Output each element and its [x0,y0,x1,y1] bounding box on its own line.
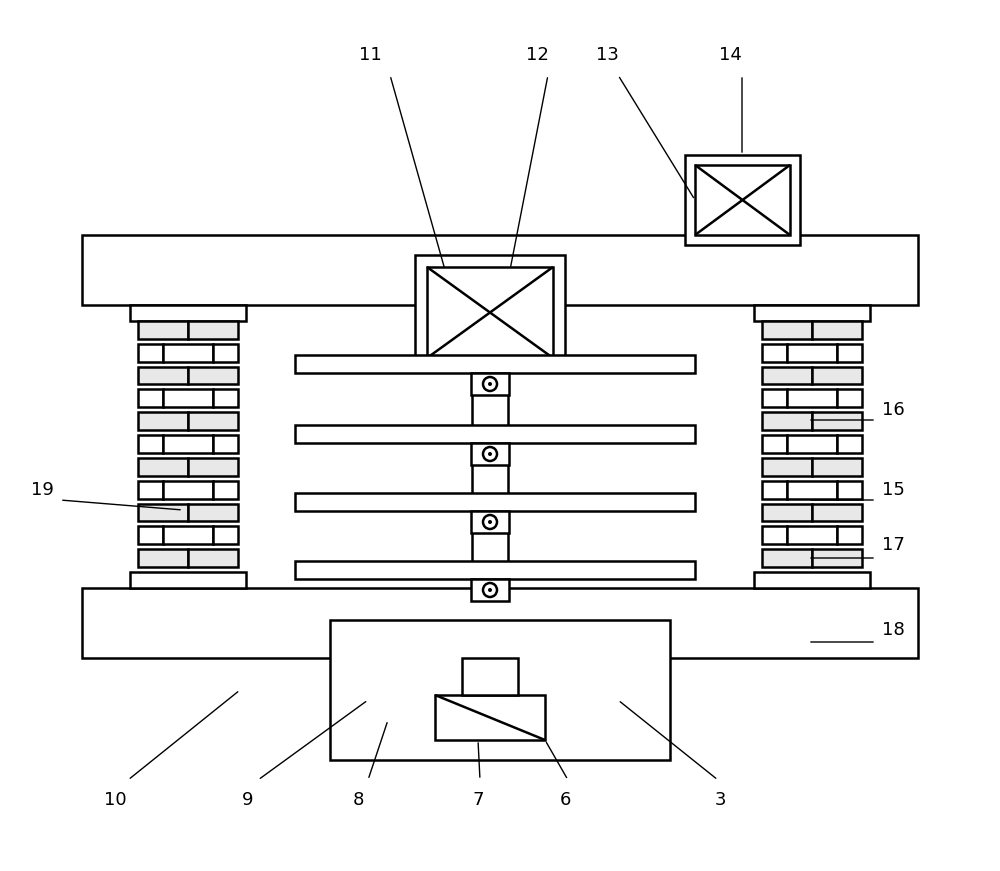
Bar [138,481,163,498]
Bar [787,344,837,361]
Circle shape [483,377,497,391]
Bar [427,267,553,358]
Text: 8: 8 [352,791,364,809]
Bar [762,367,812,384]
Text: 16: 16 [882,401,904,419]
Bar [471,579,509,601]
Bar [188,367,238,384]
Bar [787,526,837,544]
Bar [837,481,862,498]
Bar [138,344,163,361]
Bar [837,436,862,453]
Bar [163,481,213,498]
Bar [138,526,163,544]
Text: 17: 17 [882,536,904,554]
Circle shape [483,447,497,461]
Bar [754,305,870,321]
Text: 3: 3 [714,791,726,809]
Text: 10: 10 [104,791,126,809]
Bar [837,389,862,408]
Bar [415,255,565,370]
Bar [762,321,812,339]
Text: 7: 7 [472,791,484,809]
Bar [812,550,862,567]
Bar [138,389,163,408]
Text: 18: 18 [882,621,904,639]
Bar [130,572,246,588]
Bar [163,436,213,453]
Text: 14: 14 [719,46,741,64]
Bar [787,389,837,408]
Text: 11: 11 [359,46,381,64]
Bar [163,526,213,544]
Text: 19: 19 [31,481,53,499]
Bar [762,550,812,567]
Bar [471,443,509,465]
Bar [762,503,812,522]
Bar [188,550,238,567]
Circle shape [488,588,492,592]
Bar [138,458,188,476]
Bar [82,235,918,305]
Bar [295,355,695,373]
Bar [213,526,238,544]
Bar [812,367,862,384]
Bar [462,658,518,695]
Bar [163,344,213,361]
Bar [188,458,238,476]
Bar [812,503,862,522]
Bar [762,481,787,498]
Bar [762,436,787,453]
Bar [138,550,188,567]
Circle shape [488,520,492,524]
Bar [754,572,870,588]
Text: 6: 6 [559,791,571,809]
Text: 12: 12 [526,46,548,64]
Circle shape [488,382,492,386]
Bar [695,165,790,235]
Bar [762,458,812,476]
Bar [213,389,238,408]
Bar [138,412,188,430]
Bar [330,620,670,760]
Bar [837,344,862,361]
Bar [685,155,800,245]
Text: 9: 9 [242,791,254,809]
Bar [762,389,787,408]
Bar [213,344,238,361]
Bar [82,588,918,658]
Text: 15: 15 [882,481,904,499]
Bar [787,436,837,453]
Bar [295,425,695,443]
Bar [435,695,545,740]
Bar [188,412,238,430]
Bar [762,344,787,361]
Bar [188,321,238,339]
Bar [787,481,837,498]
Bar [471,511,509,533]
Bar [762,526,787,544]
Bar [188,503,238,522]
Text: 13: 13 [596,46,618,64]
Bar [812,412,862,430]
Bar [138,367,188,384]
Bar [471,373,509,395]
Circle shape [483,583,497,597]
Bar [812,321,862,339]
Bar [812,458,862,476]
Bar [163,389,213,408]
Circle shape [488,452,492,456]
Bar [213,436,238,453]
Bar [213,481,238,498]
Bar [762,412,812,430]
Bar [138,321,188,339]
Bar [130,305,246,321]
Bar [295,561,695,579]
Bar [837,526,862,544]
Bar [138,503,188,522]
Bar [295,493,695,511]
Bar [138,436,163,453]
Circle shape [483,515,497,529]
